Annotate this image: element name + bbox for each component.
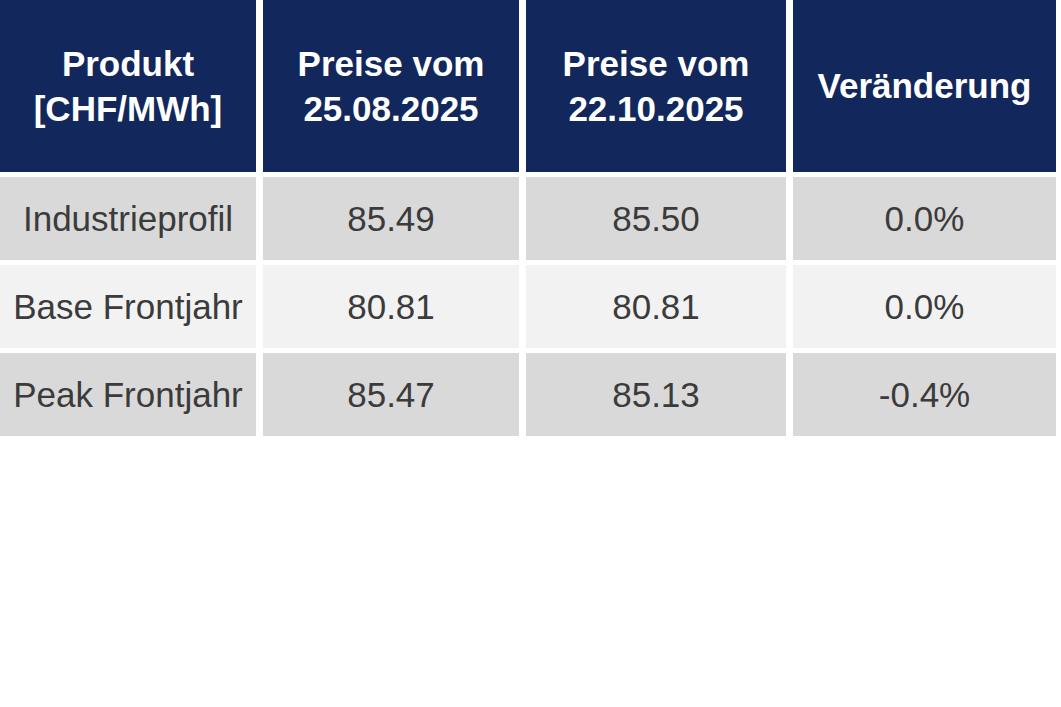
header-line: [CHF/MWh] <box>34 86 223 132</box>
header-cell-preise-25-08: Preise vom 25.08.2025 <box>263 0 519 172</box>
price-oct-cell: 80.81 <box>526 265 786 348</box>
header-line: Veränderung <box>818 63 1032 109</box>
change-cell: -0.4% <box>793 353 1056 436</box>
price-aug-cell: 80.81 <box>263 265 519 348</box>
product-name-cell: Peak Frontjahr <box>0 353 256 436</box>
header-cell-produkt: Produkt [CHF/MWh] <box>0 0 256 172</box>
header-line: 25.08.2025 <box>303 86 478 132</box>
header-line: Produkt <box>62 41 194 87</box>
page: Produkt [CHF/MWh] Preise vom 25.08.2025 … <box>0 0 1061 707</box>
header-line: Preise vom <box>298 41 485 87</box>
change-cell: 0.0% <box>793 265 1056 348</box>
product-name-cell: Base Frontjahr <box>0 265 256 348</box>
header-line: 22.10.2025 <box>568 86 743 132</box>
product-name-cell: Industrieprofil <box>0 177 256 260</box>
header-cell-veraenderung: Veränderung <box>793 0 1056 172</box>
header-cell-preise-22-10: Preise vom 22.10.2025 <box>526 0 786 172</box>
header-line: Preise vom <box>563 41 750 87</box>
price-oct-cell: 85.50 <box>526 177 786 260</box>
price-oct-cell: 85.13 <box>526 353 786 436</box>
price-table: Produkt [CHF/MWh] Preise vom 25.08.2025 … <box>0 0 1056 436</box>
price-aug-cell: 85.47 <box>263 353 519 436</box>
price-aug-cell: 85.49 <box>263 177 519 260</box>
change-cell: 0.0% <box>793 177 1056 260</box>
